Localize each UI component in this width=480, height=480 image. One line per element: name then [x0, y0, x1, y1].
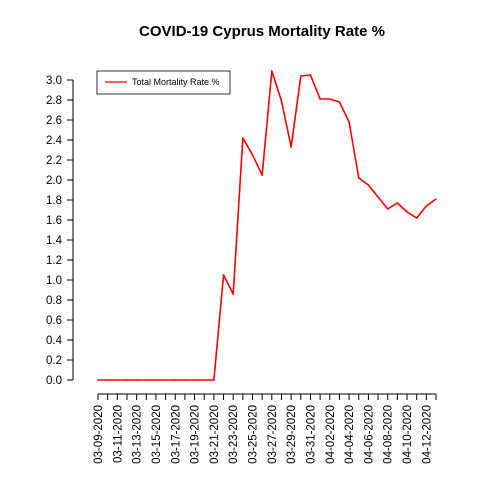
data-point: [435, 198, 437, 200]
x-axis: 03-09-2020 03-11-2020 03-13-2020 03-15-2020…: [93, 393, 437, 464]
data-point: [348, 121, 350, 123]
y-tick-label: 1.2: [46, 255, 62, 267]
data-point: [184, 379, 186, 381]
x-tick-label: 03-11-2020: [112, 405, 124, 463]
y-tick-label: 3.0: [46, 75, 62, 87]
data-point: [213, 379, 215, 381]
y-tick-label: 0.4: [46, 335, 63, 347]
x-tick-label: 04-10-2020: [402, 405, 414, 464]
series-group: [97, 70, 437, 381]
x-tick-label: 03-15-2020: [151, 405, 163, 464]
y-tick-label: 1.4: [46, 235, 63, 247]
data-point: [290, 146, 292, 148]
data-point: [406, 211, 408, 213]
x-tick-label: 03-27-2020: [267, 405, 279, 464]
y-tick-label: 0.8: [46, 295, 62, 307]
x-tick-label: 04-02-2020: [325, 405, 337, 464]
data-point: [203, 379, 206, 381]
data-point: [261, 174, 263, 176]
data-point: [242, 137, 244, 139]
data-point: [338, 101, 341, 103]
data-point: [300, 75, 302, 77]
x-tick-label: 03-19-2020: [190, 405, 202, 464]
y-tick-label: 0.6: [46, 315, 62, 327]
y-tick-label: 2.2: [46, 155, 62, 167]
x-tick-label: 03-09-2020: [93, 405, 105, 464]
data-point: [396, 202, 399, 204]
data-point: [145, 379, 148, 381]
data-point: [116, 379, 119, 381]
x-tick-label: 03-29-2020: [286, 405, 298, 464]
y-axis: 0.0 0.2 0.4 0.6 0.8 1.0 1.2 1.4 1.6 1.8 2.0 2.2 2.4 2…: [46, 75, 74, 387]
x-tick-label: 03-17-2020: [170, 405, 182, 464]
x-tick-label: 04-06-2020: [363, 405, 375, 464]
data-point: [319, 98, 321, 100]
data-point: [367, 184, 370, 186]
data-point: [280, 100, 283, 102]
data-point: [155, 379, 157, 381]
y-tick-label: 2.0: [46, 175, 62, 187]
data-point: [271, 70, 273, 72]
data-point: [164, 379, 167, 381]
y-tick-label: 2.4: [46, 135, 63, 147]
y-tick-label: 1.0: [46, 275, 62, 287]
data-point: [415, 217, 418, 219]
y-tick-label: 2.8: [46, 95, 62, 107]
y-tick-label: 0.0: [46, 375, 62, 387]
data-point: [251, 154, 254, 156]
data-point: [174, 379, 177, 381]
data-point: [386, 208, 389, 210]
x-tick-label: 04-08-2020: [383, 405, 395, 464]
x-tick-label: 04-04-2020: [344, 405, 356, 464]
x-tick-label: 03-31-2020: [305, 405, 317, 464]
legend: Total Mortality Rate %: [96, 70, 231, 95]
y-tick-label: 2.6: [46, 115, 62, 127]
data-point: [106, 379, 109, 381]
data-point: [232, 293, 234, 295]
y-tick-label: 0.2: [46, 355, 62, 367]
x-tick-label: 03-25-2020: [248, 405, 260, 464]
data-point: [126, 379, 128, 381]
data-point: [377, 196, 379, 198]
y-tick-label: 1.6: [46, 215, 62, 227]
series-line-total-mortality-rate: [98, 70, 437, 381]
data-point: [309, 74, 312, 76]
chart-title: COVID-19 Cyprus Mortality Rate %: [139, 23, 385, 40]
x-tick-label: 03-13-2020: [132, 405, 144, 464]
data-point: [193, 379, 196, 381]
data-point: [222, 274, 225, 276]
data-point: [97, 379, 99, 381]
data-point: [135, 379, 138, 381]
legend-label: Total Mortality Rate %: [132, 77, 220, 87]
y-tick-label: 1.8: [46, 195, 62, 207]
x-tick-label: 03-21-2020: [209, 405, 221, 464]
x-tick-label: 04-12-2020: [421, 405, 433, 464]
data-point: [328, 98, 331, 100]
data-point: [357, 177, 360, 179]
x-tick-label: 03-23-2020: [228, 405, 240, 464]
legend-box: [96, 70, 231, 95]
data-point: [425, 205, 428, 207]
